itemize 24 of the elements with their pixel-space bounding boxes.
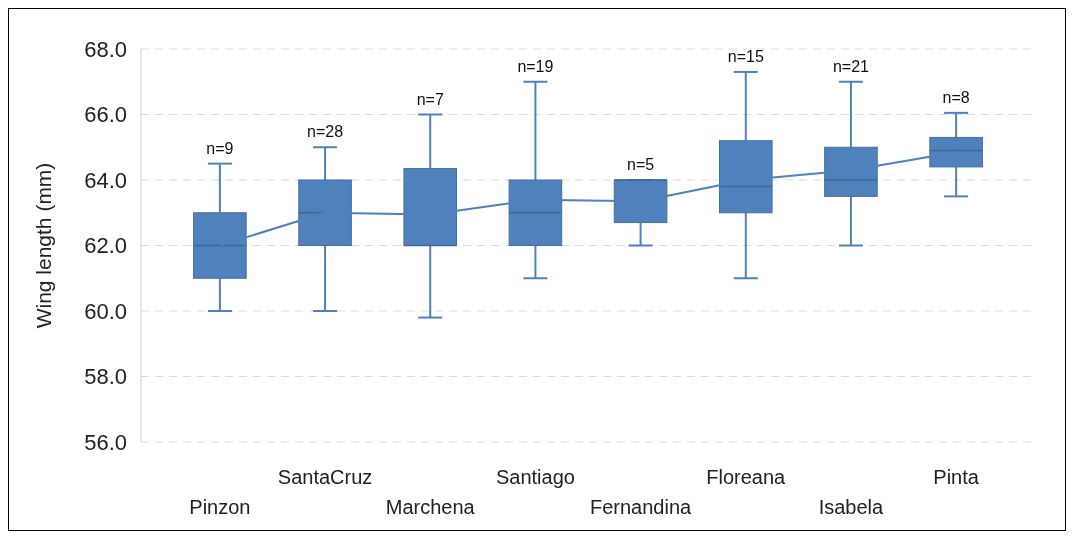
annotation: n=19 bbox=[517, 57, 554, 75]
y-tick-label: 68.0 bbox=[84, 36, 127, 62]
y-tick-label: 66.0 bbox=[84, 102, 127, 128]
x-tick-label: Fernandina bbox=[589, 496, 693, 518]
x-tick-label: Santiago bbox=[495, 466, 575, 488]
y-tick-label: 64.0 bbox=[84, 167, 127, 193]
annotation: n=21 bbox=[832, 57, 870, 75]
y-tick-label: 62.0 bbox=[84, 233, 127, 259]
annotation: n=8 bbox=[942, 88, 970, 106]
x-tick-label: Marchena bbox=[385, 496, 476, 518]
annotation: n=9 bbox=[206, 139, 234, 157]
x-tick-label: Pinta bbox=[933, 466, 980, 488]
annotation: n=28 bbox=[307, 123, 344, 141]
annotation: n=5 bbox=[627, 156, 655, 173]
x-tick-label: Pinzon bbox=[189, 496, 251, 518]
y-tick-label: 60.0 bbox=[84, 298, 127, 324]
y-tick-label: 58.0 bbox=[84, 364, 127, 390]
annotation: n=15 bbox=[727, 47, 764, 65]
y-axis-title: Wing length (mm) bbox=[32, 162, 55, 329]
y-tick-label: 56.0 bbox=[84, 429, 127, 455]
annotation: n=7 bbox=[416, 90, 444, 108]
x-tick-label: SantaCruz bbox=[277, 466, 373, 488]
x-tick-label: Floreana bbox=[706, 466, 787, 488]
x-tick-label: Isabela bbox=[818, 496, 885, 518]
